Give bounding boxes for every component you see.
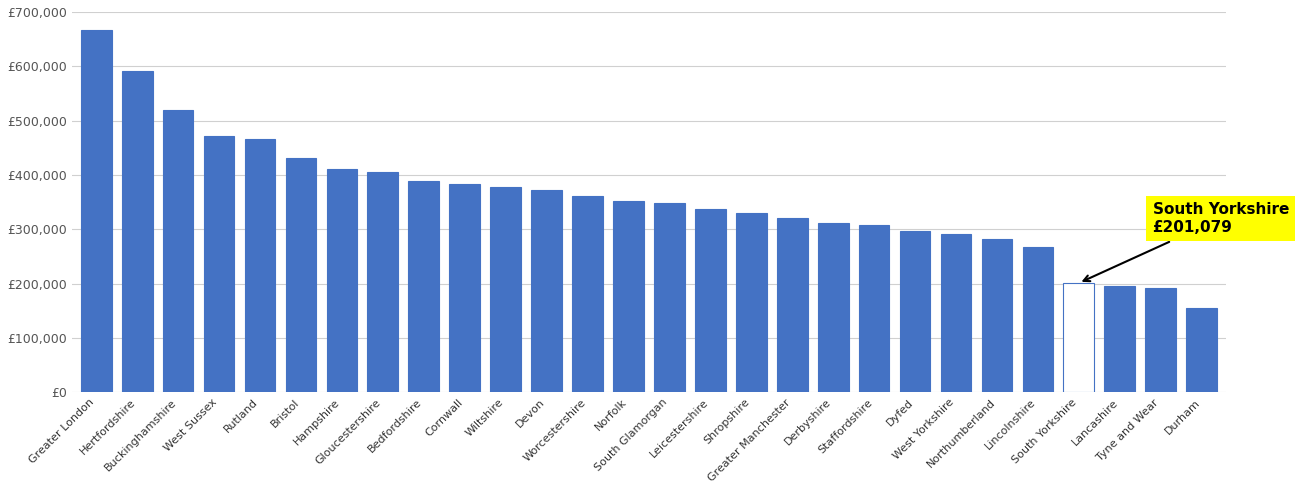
Bar [368, 172, 398, 392]
Bar [654, 203, 685, 392]
Bar [776, 219, 808, 392]
Bar [696, 209, 726, 392]
Bar [859, 225, 890, 392]
Bar [81, 30, 112, 392]
Bar [981, 239, 1013, 392]
Bar [244, 139, 275, 392]
Bar [1104, 286, 1135, 392]
Bar [941, 234, 971, 392]
Bar [449, 184, 480, 392]
Bar [121, 71, 153, 392]
Bar [491, 187, 521, 392]
Bar [1064, 283, 1094, 392]
Bar [572, 196, 603, 392]
Bar [1146, 288, 1176, 392]
Bar [326, 169, 358, 392]
Bar [286, 158, 316, 392]
Text: South Yorkshire
£201,079: South Yorkshire £201,079 [1083, 202, 1289, 281]
Bar [818, 223, 848, 392]
Bar [1023, 247, 1053, 392]
Bar [531, 190, 562, 392]
Bar [613, 201, 643, 392]
Bar [204, 136, 235, 392]
Bar [163, 110, 193, 392]
Bar [899, 231, 930, 392]
Bar [1186, 308, 1218, 392]
Bar [736, 213, 766, 392]
Bar [408, 181, 438, 392]
